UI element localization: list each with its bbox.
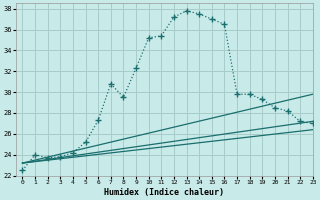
X-axis label: Humidex (Indice chaleur): Humidex (Indice chaleur) xyxy=(104,188,224,197)
